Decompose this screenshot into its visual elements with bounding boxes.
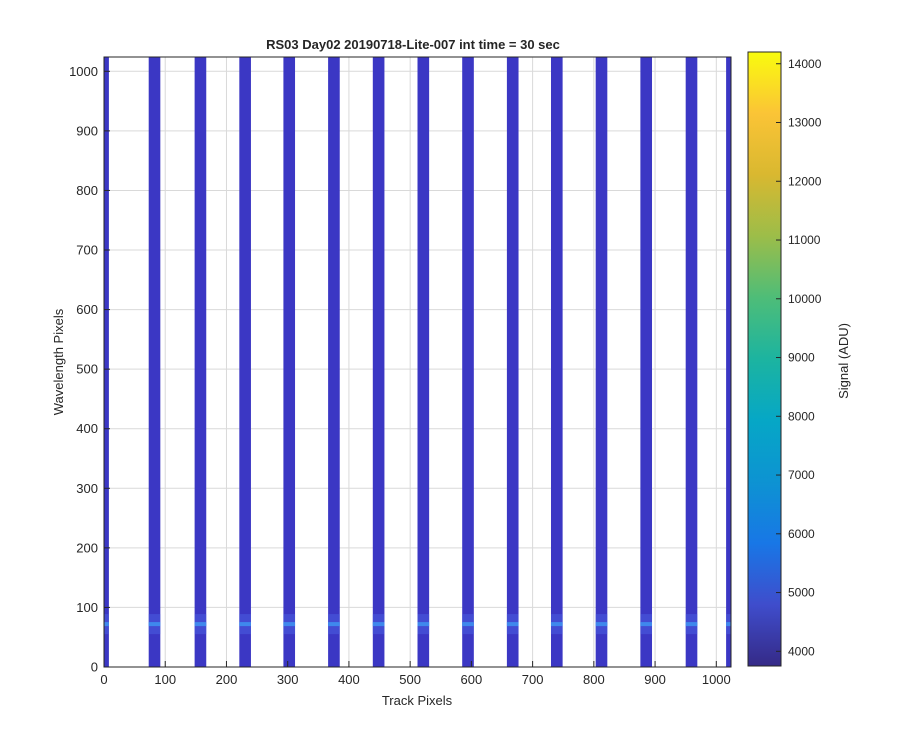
x-tick-label: 600 [461, 672, 483, 687]
plot-frame [103, 56, 732, 668]
colorbar-tick-label: 6000 [788, 527, 815, 541]
colorbar-tick-label: 12000 [788, 174, 822, 188]
chart-title: RS03 Day02 20190718-Lite-007 int time = … [266, 37, 560, 52]
stripe-bright-band [685, 622, 698, 627]
stripe-bright-band [283, 622, 296, 627]
stripe-bright-band [640, 622, 653, 627]
colorbar-tick-label: 11000 [788, 233, 821, 247]
signal-stripe [194, 57, 207, 667]
stripe-bright-band [104, 622, 109, 627]
stripe-bright-band [462, 622, 474, 627]
colorbar-tick-label: 5000 [788, 586, 815, 600]
stripe-bright-band [595, 622, 608, 627]
y-tick-label: 800 [76, 183, 98, 198]
stripe-bright-band [194, 622, 207, 627]
signal-stripe [148, 57, 161, 667]
x-tick-label: 200 [216, 672, 238, 687]
signal-stripe [104, 57, 109, 667]
y-axis-ticks: 0 100 200 300 400 500 600 700 800 900 1000 [69, 64, 110, 675]
signal-stripe [640, 57, 653, 667]
stripe-bright-band [372, 622, 385, 627]
y-tick-label: 1000 [69, 64, 98, 79]
stripe-bright-band [328, 622, 340, 627]
y-tick-label: 100 [76, 600, 98, 615]
colorbar-label: Signal (ADU) [836, 323, 851, 399]
y-tick-label: 0 [91, 660, 98, 675]
colorbar-tick-label: 10000 [788, 292, 822, 306]
stripe-bright-band [550, 622, 563, 627]
plot-area: 0 100 200 300 400 500 600 700 800 900 1000 0 100 200… [69, 56, 732, 687]
signal-stripe [506, 57, 519, 667]
stripe-bright-band [148, 622, 161, 627]
colorbar-gradient [747, 51, 782, 667]
signal-stripe [239, 57, 251, 667]
colorbar-tick-label: 14000 [788, 57, 822, 71]
signal-stripe [550, 57, 563, 667]
y-tick-label: 300 [76, 481, 98, 496]
x-tick-label: 100 [154, 672, 176, 687]
signal-stripe [726, 57, 731, 667]
colorbar-tick-label: 9000 [788, 351, 815, 365]
x-tick-label: 1000 [702, 672, 731, 687]
signal-stripes [104, 57, 731, 667]
x-tick-label: 0 [100, 672, 107, 687]
y-tick-label: 200 [76, 540, 98, 555]
x-axis-label: Track Pixels [382, 693, 453, 708]
y-axis-label: Wavelength Pixels [51, 308, 66, 415]
colorbar-tick-label: 8000 [788, 409, 815, 423]
stripe-bright-band [726, 622, 731, 627]
x-tick-label: 500 [399, 672, 421, 687]
colorbar: 4000 5000 6000 7000 8000 9000 10000 11000 12000 1… [747, 51, 851, 667]
signal-stripe [462, 57, 474, 667]
x-tick-label: 800 [583, 672, 605, 687]
colorbar-tick-label: 4000 [788, 644, 815, 658]
x-axis-ticks: 0 100 200 300 400 500 600 700 800 900 1000 [100, 661, 731, 687]
x-tick-label: 400 [338, 672, 360, 687]
signal-stripe [283, 57, 296, 667]
y-tick-label: 700 [76, 243, 98, 258]
signal-stripe [372, 57, 385, 667]
x-tick-label: 300 [277, 672, 299, 687]
x-tick-label: 700 [522, 672, 544, 687]
colorbar-tick-label: 13000 [788, 116, 822, 130]
y-tick-label: 900 [76, 123, 98, 138]
stripe-bright-band [506, 622, 519, 627]
y-tick-label: 600 [76, 302, 98, 317]
colorbar-tick-label: 7000 [788, 468, 815, 482]
signal-stripe [417, 57, 430, 667]
signal-stripe [595, 57, 608, 667]
signal-stripe [328, 57, 340, 667]
y-tick-label: 500 [76, 362, 98, 377]
stripe-bright-band [239, 622, 251, 627]
x-tick-label: 900 [644, 672, 666, 687]
stripe-bright-band [417, 622, 430, 627]
y-tick-label: 400 [76, 421, 98, 436]
colorbar-ticks: 4000 5000 6000 7000 8000 9000 10000 11000 12000 1… [776, 57, 822, 658]
signal-stripe [685, 57, 698, 667]
